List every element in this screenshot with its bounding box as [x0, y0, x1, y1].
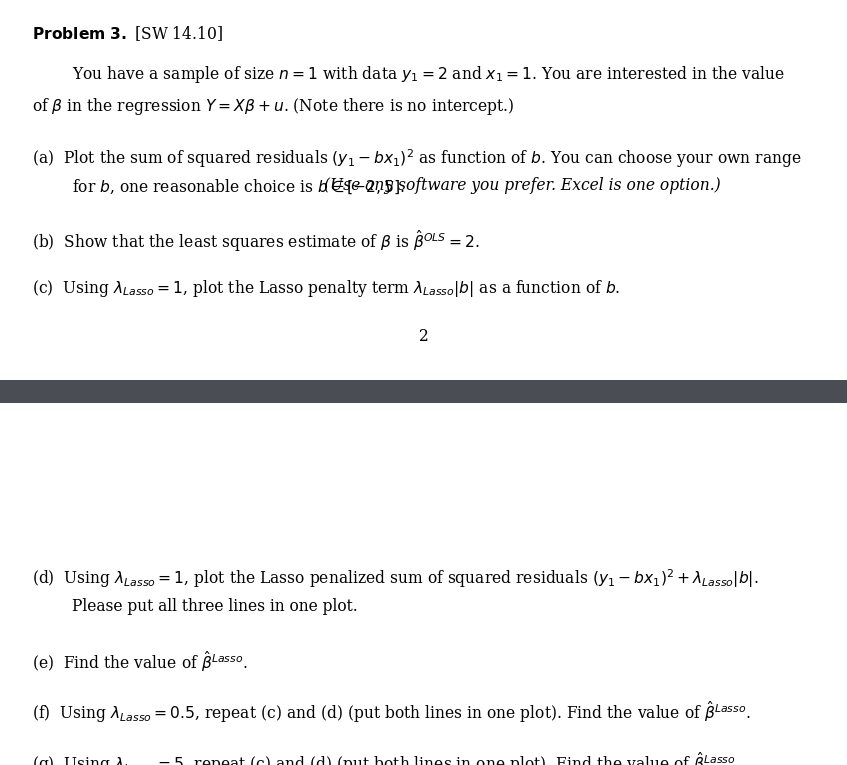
- Text: $\bf{Problem\ 3.}$ [SW 14.10]: $\bf{Problem\ 3.}$ [SW 14.10]: [32, 24, 224, 44]
- Text: (f)  Using $\lambda_{Lasso} = 0.5$, repeat (c) and (d) (put both lines in one pl: (f) Using $\lambda_{Lasso} = 0.5$, repea…: [32, 699, 750, 725]
- Text: Please put all three lines in one plot.: Please put all three lines in one plot.: [72, 598, 357, 615]
- Text: You have a sample of size $n = 1$ with data $y_1 = 2$ and $x_1 = 1$. You are int: You have a sample of size $n = 1$ with d…: [72, 64, 785, 85]
- Text: (b)  Show that the least squares estimate of $\beta$ is $\hat{\beta}^{OLS} = 2$.: (b) Show that the least squares estimate…: [32, 228, 479, 254]
- Text: (e)  Find the value of $\hat{\beta}^{Lasso}$.: (e) Find the value of $\hat{\beta}^{Lass…: [32, 649, 248, 674]
- Text: for $b$, one reasonable choice is $b \in [-2, 5]$.: for $b$, one reasonable choice is $b \in…: [72, 177, 407, 196]
- Text: (a)  Plot the sum of squared residuals $(y_1 - bx_1)^2$ as function of $b$. You : (a) Plot the sum of squared residuals $(…: [32, 147, 802, 170]
- Text: 2: 2: [418, 328, 429, 345]
- Text: of $\beta$ in the regression $Y = X\beta + u$. (Note there is no intercept.): of $\beta$ in the regression $Y = X\beta…: [32, 96, 515, 117]
- Text: (Use any software you prefer. Excel is one option.): (Use any software you prefer. Excel is o…: [324, 177, 721, 194]
- Text: (g)  Using $\lambda_{Lasso} = 5$, repeat (c) and (d) (put both lines in one plot: (g) Using $\lambda_{Lasso} = 5$, repeat …: [32, 750, 740, 765]
- Text: (c)  Using $\lambda_{Lasso} = 1$, plot the Lasso penalty term $\lambda_{Lasso}|b: (c) Using $\lambda_{Lasso} = 1$, plot th…: [32, 278, 621, 299]
- Text: (d)  Using $\lambda_{Lasso} = 1$, plot the Lasso penalized sum of squared residu: (d) Using $\lambda_{Lasso} = 1$, plot th…: [32, 568, 759, 591]
- Bar: [0, 380, 847, 403]
